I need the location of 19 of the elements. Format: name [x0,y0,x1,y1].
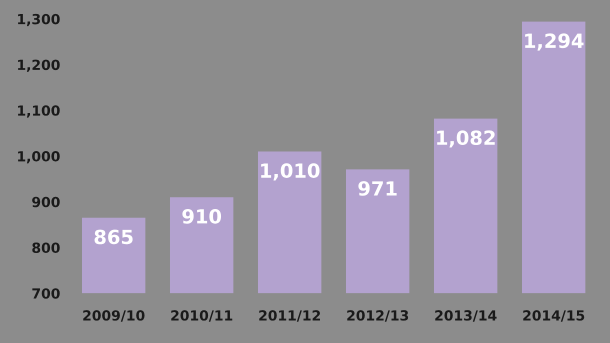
y-tick-label: 1,200 [18,60,60,72]
y-tick-label: 1,100 [18,105,60,118]
x-tick-label: 2013/14 [435,310,497,322]
data-label: 1,294 [525,33,584,51]
x-tick-label: 2011/12 [259,310,320,322]
data-label: 971 [358,181,397,196]
data-label: 910 [182,209,222,224]
x-tick-label: 2009/10 [83,310,145,322]
y-tick-label: 700 [32,288,60,299]
y-tick-label: 800 [32,242,60,254]
y-tick-label: 1,300 [18,14,60,26]
data-label: 1,010 [261,163,320,180]
y-tick-label: 900 [32,196,60,208]
data-label: 865 [94,230,133,244]
y-tick-label: 1,000 [18,151,60,164]
x-tick-label: 2010/11 [171,310,232,322]
data-label: 1,082 [437,130,495,148]
x-tick-label: 2012/13 [347,310,408,322]
x-tick-label: 2014/15 [523,310,584,322]
